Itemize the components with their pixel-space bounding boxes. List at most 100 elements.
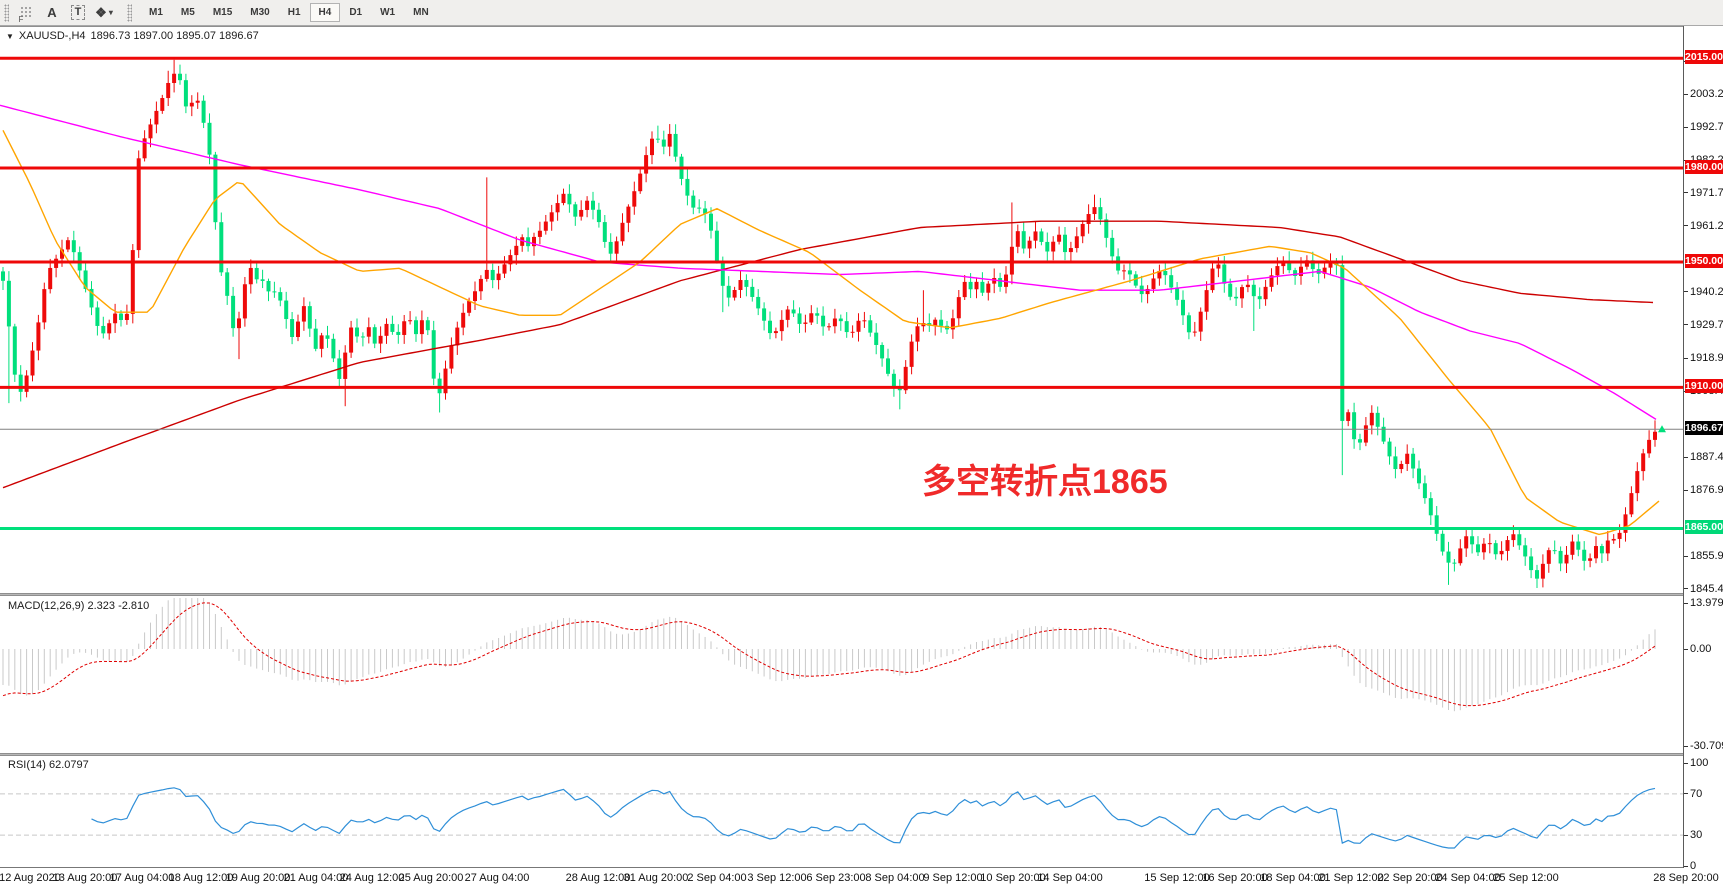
price-tick-label: 1992.70 (1690, 121, 1723, 134)
time-label: 6 Sep 23:00 (806, 872, 866, 884)
price-badge-1910.00: 1910.00 (1685, 379, 1723, 394)
macd-signal-line (2, 602, 1656, 707)
price-tick-mark (1684, 588, 1688, 590)
toolbar-drag-handle[interactable] (4, 3, 9, 22)
chart-annotation-text: 多空转折点1865 (922, 463, 1168, 501)
rsi-tick-label: 0 (1690, 860, 1697, 872)
dotted-grid-icon-sub: F (18, 15, 24, 24)
macd-indicator-label: MACD(12,26,9) 2.323 -2.810 (8, 600, 150, 612)
rsi-tick-label: 30 (1690, 829, 1703, 842)
price-tick-mark (1684, 555, 1688, 557)
time-label: 25 Aug 20:00 (398, 872, 464, 884)
price-tick-mark (1684, 192, 1688, 194)
rsi-tick-label: 70 (1690, 787, 1703, 800)
macd-histogram (2, 598, 1656, 712)
rsi-indicator-label: RSI(14) 62.0797 (8, 759, 89, 771)
time-label: 27 Aug 04:00 (464, 872, 530, 884)
panel-splitter[interactable] (0, 593, 1723, 596)
main-chart-canvas[interactable] (0, 26, 1684, 594)
price-tick-label: 1929.70 (1690, 318, 1723, 331)
price-tick-label: 1855.90 (1690, 550, 1723, 562)
collapse-triangle-icon[interactable]: ▼ (6, 31, 14, 41)
rsi-tick-mark (1684, 865, 1688, 867)
time-label: 13 Aug 20:00 (52, 872, 118, 884)
time-label: 22 Sep 20:00 (1377, 872, 1443, 884)
panel-splitter[interactable] (0, 753, 1723, 756)
current-price-arrow-icon (1658, 425, 1666, 433)
price-badge-1950.00: 1950.00 (1685, 254, 1723, 268)
macd-panel-canvas[interactable] (0, 596, 1684, 753)
time-label: 28 Aug 12:00 (565, 872, 631, 884)
toolbar: F A T ❖ ▾ M1 M5 M15 M30 H1 H4 D1 W1 MN (0, 0, 1723, 26)
rsi-line (91, 787, 1656, 849)
macd-tick-label: -30.709 (1690, 740, 1723, 752)
time-label: 2 Sep 04:00 (687, 872, 747, 884)
price-badge-1980.00: 1980.00 (1685, 159, 1723, 174)
time-label: 19 Aug 20:00 (225, 872, 291, 884)
price-badge-1865.00: 1865.00 (1685, 520, 1723, 535)
time-label: 25 Sep 12:00 (1493, 872, 1559, 884)
rsi-tick-label: 100 (1690, 757, 1709, 769)
candles (1, 59, 1657, 589)
ohlc-values-label: 1896.73 1897.00 1895.07 1896.67 (90, 30, 259, 42)
timeframe-button-mn[interactable]: MN (413, 7, 429, 18)
price-tick-mark (1684, 93, 1688, 95)
chart-title: ▼ XAUUSD-,H4 1896.73 1897.00 1895.07 189… (6, 30, 259, 42)
price-tick-mark (1684, 126, 1688, 128)
macd-tick-label: 13.979 (1690, 597, 1723, 609)
time-label: 24 Aug 12:00 (339, 872, 405, 884)
dotted-grid-icon[interactable]: F (13, 2, 39, 24)
macd-tick-mark (1684, 602, 1688, 604)
price-tick-mark (1684, 225, 1688, 227)
dotted-grid-icon: F (19, 6, 33, 24)
macd-tick-label: 0.00 (1690, 643, 1712, 655)
time-label: 18 Aug 12:00 (168, 872, 234, 884)
drawing-tools-icon[interactable]: ❖ ▾ (95, 4, 113, 20)
text-label-tool-icon[interactable]: T (65, 2, 91, 23)
price-tick-mark (1684, 291, 1688, 293)
timeframe-button-m15[interactable]: M15 (212, 7, 233, 18)
timeframe-button-m1[interactable]: M1 (149, 7, 163, 18)
time-label: 16 Sep 20:00 (1202, 872, 1268, 884)
rsi-panel-canvas[interactable] (0, 756, 1684, 867)
price-axis[interactable]: 2013.702003.201992.701982.201971.701961.… (1684, 26, 1723, 872)
price-tick-label: 1845.40 (1690, 582, 1723, 595)
timeframe-button-d1[interactable]: D1 (349, 7, 363, 18)
time-label: 21 Sep 12:00 (1318, 872, 1384, 884)
timeframe-button-m5[interactable]: M5 (180, 7, 195, 18)
macd-tick-mark (1684, 648, 1688, 650)
price-tick-label: 1940.20 (1690, 285, 1723, 298)
macd-tick-mark (1684, 745, 1688, 747)
ma-magenta-line[interactable] (0, 104, 1657, 420)
time-label: 21 Aug 04:00 (283, 872, 349, 884)
price-tick-label: 1918.90 (1690, 352, 1723, 365)
timeframe-button-m30[interactable]: M30 (250, 7, 270, 18)
timeframe-button-w1[interactable]: W1 (380, 7, 396, 18)
price-badge-2015.00: 2015.00 (1685, 50, 1723, 65)
price-axis-border (1683, 26, 1684, 868)
font-tool-icon[interactable]: A (47, 5, 57, 20)
rsi-tick-mark (1684, 834, 1688, 836)
time-label: 24 Sep 04:00 (1435, 872, 1501, 884)
time-label: 3 Sep 12:00 (747, 872, 807, 884)
time-label: 8 Sep 04:00 (865, 872, 925, 884)
price-tick-mark (1684, 456, 1688, 458)
price-tick-label: 1876.90 (1690, 484, 1723, 497)
timeframe-button-h1[interactable]: H1 (287, 7, 301, 18)
time-label: 14 Sep 04:00 (1037, 872, 1103, 884)
price-tick-label: 1887.40 (1690, 451, 1723, 464)
price-tick-mark (1684, 357, 1688, 359)
toolbar-drag-handle[interactable] (127, 3, 132, 22)
time-label: 12 Aug 2020 (0, 872, 61, 884)
timeframe-button-h4[interactable]: H4 (309, 3, 341, 22)
time-label: 15 Sep 12:00 (1144, 872, 1210, 884)
ma-orange-line[interactable] (2, 129, 1660, 536)
symbol-period-label: XAUUSD-,H4 (18, 30, 86, 42)
time-label: 31 Aug 20:00 (623, 872, 689, 884)
price-tick-mark (1684, 489, 1688, 491)
price-tick-label: 1961.20 (1690, 219, 1723, 232)
rsi-tick-mark (1684, 793, 1688, 795)
time-axis[interactable]: 12 Aug 2020 13 Aug 20:00 17 Aug 04:00 18 Au… (0, 868, 1723, 892)
time-label: 10 Sep 20:00 (980, 872, 1046, 884)
time-label: 28 Sep 20:00 (1653, 872, 1719, 884)
